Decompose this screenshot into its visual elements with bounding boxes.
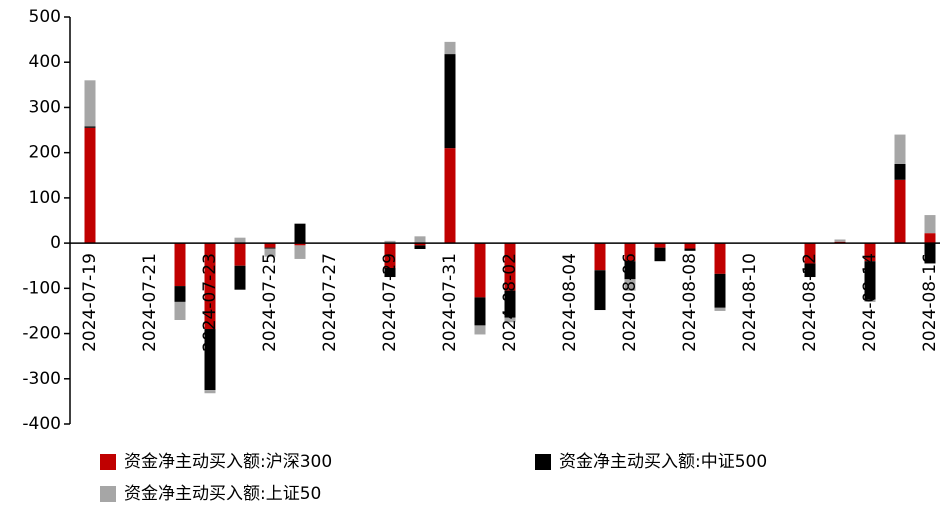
bar	[864, 261, 876, 300]
y-tick-label: 0	[50, 233, 61, 253]
bar	[294, 245, 306, 259]
bar	[894, 163, 906, 180]
bar	[624, 243, 636, 262]
bar	[504, 317, 516, 323]
bar	[654, 247, 666, 262]
bar	[414, 236, 426, 244]
x-tick-label: 2024-08-02	[500, 253, 520, 352]
bar	[684, 248, 696, 251]
x-tick-label: 2024-07-23	[200, 253, 220, 352]
bar	[924, 233, 936, 244]
bar	[174, 286, 186, 302]
bar	[894, 179, 906, 244]
y-tick-label: 200	[29, 143, 61, 163]
bar	[474, 297, 486, 326]
legend-label: 资金净主动买入额:中证500	[559, 452, 767, 472]
x-tick-label: 2024-07-27	[320, 253, 340, 352]
bar	[264, 243, 276, 248]
bar	[264, 248, 276, 257]
bar	[864, 243, 876, 262]
x-tick-label: 2024-08-08	[680, 253, 700, 352]
bar	[294, 223, 306, 244]
x-tick-label: 2024-07-31	[440, 253, 460, 352]
bar	[84, 127, 96, 244]
bar	[474, 243, 486, 298]
x-tick-label: 2024-08-16	[920, 253, 940, 352]
x-tick-label: 2024-08-04	[560, 253, 580, 352]
bar	[624, 261, 636, 280]
bar	[714, 307, 726, 311]
bar	[804, 263, 816, 278]
legend-label: 资金净主动买入额:沪深300	[124, 452, 332, 472]
bar	[174, 243, 186, 287]
bar	[384, 267, 396, 278]
x-tick-label: 2024-07-19	[80, 253, 100, 352]
bar	[444, 148, 456, 244]
bar	[924, 243, 936, 264]
legend-swatch	[535, 454, 551, 470]
bar	[174, 301, 186, 320]
bar	[234, 265, 246, 290]
bar	[504, 290, 516, 318]
x-tick-label: 2024-08-14	[860, 253, 880, 352]
y-tick-label: -100	[22, 278, 61, 298]
bar	[594, 270, 606, 311]
bar	[414, 243, 426, 246]
bar	[294, 243, 306, 246]
bar	[654, 243, 666, 248]
bar	[714, 243, 726, 274]
y-tick-label: 100	[29, 188, 61, 208]
bar	[234, 237, 246, 244]
bar	[264, 247, 276, 249]
bar	[84, 80, 96, 127]
x-tick-label: 2024-07-25	[260, 253, 280, 352]
legend-swatch	[100, 486, 116, 502]
bar	[384, 243, 396, 268]
bar	[84, 126, 96, 128]
y-tick-label: -400	[22, 414, 61, 434]
bar	[444, 54, 456, 149]
x-tick-label: 2024-08-10	[740, 253, 760, 352]
bar	[684, 243, 696, 249]
x-tick-label: 2024-07-21	[140, 253, 160, 352]
bar	[624, 279, 636, 291]
bar	[204, 390, 216, 394]
bar	[474, 325, 486, 335]
bar	[414, 245, 426, 249]
bar	[804, 243, 816, 264]
x-tick-label: 2024-08-12	[800, 253, 820, 352]
x-tick-label: 2024-07-29	[380, 253, 400, 352]
bar	[864, 299, 876, 302]
bar	[834, 239, 846, 242]
bar	[894, 134, 906, 164]
bar	[714, 273, 726, 308]
bar	[594, 243, 606, 271]
bar	[924, 215, 936, 234]
bar	[204, 329, 216, 391]
bar	[204, 243, 216, 330]
bar	[384, 240, 396, 244]
legend-label: 资金净主动买入额:上证50	[124, 484, 321, 504]
bar	[444, 41, 456, 55]
legend-swatch	[100, 454, 116, 470]
y-tick-label: 300	[29, 97, 61, 117]
y-tick-label: -200	[22, 324, 61, 344]
bar	[234, 243, 246, 266]
x-tick-label: 2024-08-06	[620, 253, 640, 352]
y-tick-label: -300	[22, 369, 61, 389]
y-tick-label: 400	[29, 52, 61, 72]
bar	[504, 243, 516, 291]
y-tick-label: 500	[29, 7, 61, 27]
